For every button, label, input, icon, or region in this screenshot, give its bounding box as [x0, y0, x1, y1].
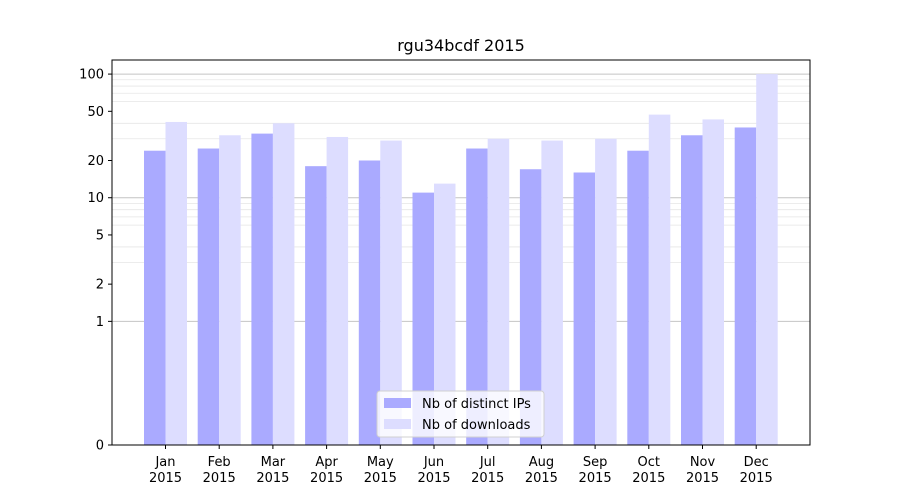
x-tick-label: Nov 2015 — [686, 455, 719, 486]
x-tick-label: Jun 2015 — [417, 455, 450, 486]
bar-downloads — [702, 119, 724, 445]
x-tick-label: Sep 2015 — [579, 455, 612, 486]
y-tick-label: 10 — [87, 191, 104, 206]
bar-distinct-ips — [144, 150, 166, 445]
bar-distinct-ips — [681, 135, 703, 445]
legend-swatch — [384, 398, 411, 408]
y-tick-label: 20 — [87, 154, 104, 169]
x-tick-label: Feb 2015 — [203, 455, 236, 486]
bar-distinct-ips — [627, 150, 649, 445]
bar-downloads — [380, 140, 402, 445]
bar-downloads — [434, 183, 456, 445]
x-tick-label: Aug 2015 — [525, 455, 558, 486]
x-tick-label: Apr 2015 — [310, 455, 343, 486]
y-tick-label: 0 — [96, 439, 104, 454]
bar-distinct-ips — [358, 160, 381, 445]
bar-distinct-ips — [734, 127, 757, 446]
x-tick-label: May 2015 — [364, 455, 397, 486]
bar-downloads — [595, 138, 617, 446]
chart-title: rgu34bcdf 2015 — [397, 36, 525, 55]
bar-distinct-ips — [412, 192, 434, 445]
bar-distinct-ips — [251, 133, 273, 445]
y-axis: 0 1 2 5 10 20 50 100 — [79, 68, 112, 454]
x-tick-label: Jan 2015 — [149, 455, 182, 486]
bar-downloads — [541, 140, 563, 445]
bar-distinct-ips — [466, 148, 488, 445]
legend-label: Nb of distinct IPs — [422, 397, 531, 412]
x-axis: Jan 2015 Feb 2015 Mar 2015 Apr 2015 May 2015 Jun 20… — [149, 445, 773, 486]
axes-frame — [111, 59, 811, 446]
x-tick-label: Mar 2015 — [256, 455, 289, 486]
bar-distinct-ips — [197, 148, 220, 445]
bar-downloads — [165, 121, 187, 445]
bar-downloads — [219, 135, 241, 445]
bars — [144, 74, 778, 446]
y-tick-label: 100 — [79, 68, 104, 83]
legend-label: Nb of downloads — [422, 418, 531, 433]
y-tick-label: 2 — [96, 278, 104, 293]
bar-distinct-ips — [573, 172, 596, 446]
bar-distinct-ips — [305, 166, 327, 445]
x-tick-label: Oct 2015 — [632, 455, 665, 486]
bar-downloads — [326, 136, 349, 445]
y-tick-label: 50 — [87, 105, 104, 120]
bar-downloads — [648, 114, 671, 445]
legend-box — [376, 390, 545, 438]
bar-downloads — [756, 74, 778, 446]
legend: Nb of distinct IPs Nb of downloads — [376, 390, 545, 438]
x-tick-label: Jul 2015 — [471, 455, 504, 486]
x-tick-label: Dec 2015 — [740, 455, 773, 486]
y-tick-label: 5 — [96, 228, 104, 243]
bar-downloads — [272, 123, 295, 445]
legend-swatch — [384, 419, 411, 429]
y-tick-label: 1 — [96, 315, 104, 330]
bar-distinct-ips — [519, 169, 542, 445]
bar-downloads — [487, 138, 510, 446]
